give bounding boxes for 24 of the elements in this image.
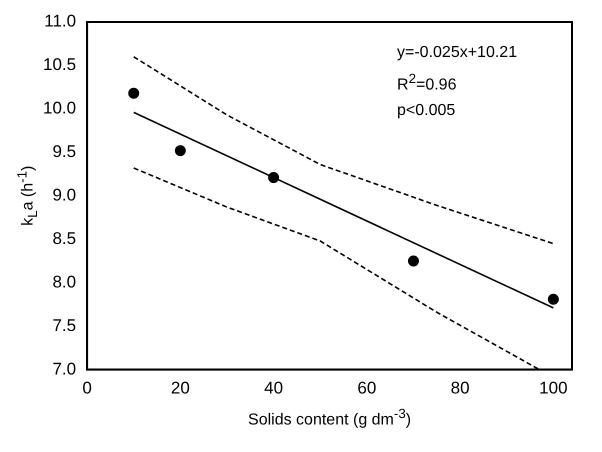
annotation: y=-0.025x+10.21 bbox=[397, 43, 518, 63]
y-tick-label: 10.0 bbox=[42, 98, 76, 118]
y-tick-label: 11.0 bbox=[44, 12, 76, 31]
x-tick-label: 100 bbox=[539, 378, 568, 398]
y-tick-label: 7.0 bbox=[52, 359, 76, 378]
annotation: p<0.005 bbox=[397, 101, 456, 122]
y-tick-label: 8.0 bbox=[52, 272, 76, 292]
x-tick-label: 60 bbox=[357, 378, 376, 398]
x-tick-label: 20 bbox=[170, 378, 190, 398]
y-tick-label: 8.5 bbox=[52, 228, 76, 248]
point bbox=[128, 88, 140, 99]
x-tick-label: 80 bbox=[450, 378, 470, 398]
point bbox=[548, 294, 559, 305]
point bbox=[408, 255, 419, 266]
y-tick-label: 7.5 bbox=[52, 316, 76, 335]
point bbox=[268, 172, 280, 184]
point bbox=[174, 145, 186, 156]
y-tick-label: 10.5 bbox=[42, 55, 76, 74]
x-axis-title: Solids content (g dm$^{-3}$) bbox=[248, 406, 412, 429]
annotation: R$^{2}$=0.96 bbox=[397, 70, 458, 96]
x-tick-label: 0 bbox=[82, 378, 92, 398]
y-tick-label: 9.0 bbox=[52, 185, 76, 204]
x-tick-label: 40 bbox=[264, 378, 284, 398]
y-tick-label: 9.5 bbox=[52, 142, 76, 162]
